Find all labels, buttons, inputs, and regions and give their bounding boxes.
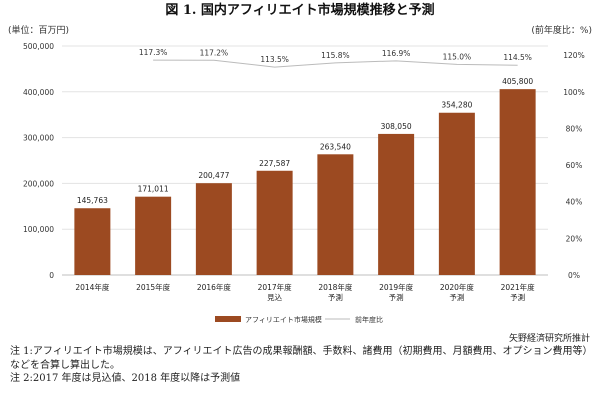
right-tick-label: 100% <box>563 88 584 97</box>
right-axis-ticks: 0% 20% 40% 60% 80% 100% 120% <box>563 51 584 280</box>
category-label: 2015年度 <box>136 282 171 292</box>
bar-value-label: 308,050 <box>381 122 412 131</box>
yoy-value-label: 116.9% <box>382 49 411 58</box>
yoy-line <box>153 59 518 68</box>
left-tick-label: 500,000 <box>23 42 54 51</box>
left-axis-unit: (単位：百万円) <box>8 24 69 36</box>
category-label: 予測 <box>328 292 343 302</box>
right-tick-label: 40% <box>566 198 583 207</box>
yoy-value-label: 114.5% <box>503 53 532 62</box>
yoy-value-label: 117.2% <box>200 48 229 57</box>
right-tick-label: 20% <box>566 234 583 243</box>
bar-value-label: 263,540 <box>320 142 351 151</box>
bar <box>135 196 172 275</box>
right-tick-label: 120% <box>563 51 584 60</box>
bar-series: 145,763 171,011 200,477 227,587 263,540 308,0… <box>74 77 536 275</box>
bar-value-label: 227,587 <box>259 159 290 168</box>
right-axis-unit: (前年度比：%) <box>531 24 592 36</box>
left-tick-label: 200,000 <box>23 179 54 188</box>
left-axis-ticks: 0 100,000 200,000 300,000 400,000 500,000 <box>23 42 54 280</box>
category-label: 見込 <box>267 293 282 302</box>
yoy-value-label: 115.8% <box>321 51 350 60</box>
bar-value-label: 145,763 <box>77 196 108 205</box>
category-label: 2017年度 <box>258 282 293 292</box>
left-tick-label: 100,000 <box>23 225 54 234</box>
note-1: 注 1:アフィリエイト市場規模は、アフィリエイト広告の成果報酬額、手数料、諸費用… <box>10 346 588 371</box>
bar-value-label: 200,477 <box>198 171 229 180</box>
bar <box>499 89 536 275</box>
right-tick-label: 0% <box>568 271 580 280</box>
legend-line-label: 前年度比 <box>355 315 383 324</box>
left-tick-label: 300,000 <box>23 134 54 143</box>
left-tick-label: 0 <box>49 271 54 280</box>
bar <box>378 133 415 275</box>
bar-value-label: 171,011 <box>138 185 169 194</box>
category-label: 予測 <box>389 292 404 302</box>
note-2: 注 2:2017 年度は見込値、2018 年度以降は予測値 <box>10 373 241 384</box>
yoy-value-label: 113.5% <box>260 55 289 64</box>
yoy-value-label: 117.3% <box>139 48 168 57</box>
bar <box>256 170 293 275</box>
category-label: 2016年度 <box>197 282 232 292</box>
category-label: 2014年度 <box>75 282 110 292</box>
category-label: 2019年度 <box>379 282 414 292</box>
bar-value-label: 405,800 <box>502 77 533 86</box>
gridlines <box>62 45 548 276</box>
yoy-line-series: 117.3% 117.2% 113.5% 115.8% 116.9% 115.0% 114.… <box>139 48 532 68</box>
bar <box>317 154 354 275</box>
right-tick-label: 80% <box>566 124 583 133</box>
category-label: 予測 <box>449 292 464 302</box>
right-tick-label: 60% <box>566 161 583 170</box>
yoy-value-label: 115.0% <box>443 52 472 61</box>
legend-bar-label: アフィリエイト市場規模 <box>245 315 322 324</box>
bar-value-label: 354,280 <box>441 101 472 110</box>
chart-title: 図 1. 国内アフィリエイト市場規模推移と予測 <box>165 2 434 18</box>
left-tick-label: 400,000 <box>23 88 54 97</box>
legend: アフィリエイト市場規模 前年度比 <box>215 315 383 324</box>
category-label: 2020年度 <box>440 282 475 292</box>
category-labels: 2014年度 2015年度 2016年度 2017年度見込2018年度予測2019年度… <box>75 282 535 302</box>
notes: 注 1:アフィリエイト市場規模は、アフィリエイト広告の成果報酬額、手数料、諸費用… <box>10 345 590 386</box>
source-credit: 矢野経済研究所推計 <box>509 332 590 344</box>
bar <box>74 208 111 275</box>
legend-bar-swatch <box>215 316 241 322</box>
category-label: 予測 <box>510 292 525 302</box>
bar <box>438 112 475 275</box>
bar <box>195 183 232 275</box>
affiliate-market-chart: 図 1. 国内アフィリエイト市場規模推移と予測 (単位：百万円) (前年度比：%… <box>8 2 592 344</box>
category-label: 2018年度 <box>318 282 353 292</box>
category-label: 2021年度 <box>501 282 536 292</box>
